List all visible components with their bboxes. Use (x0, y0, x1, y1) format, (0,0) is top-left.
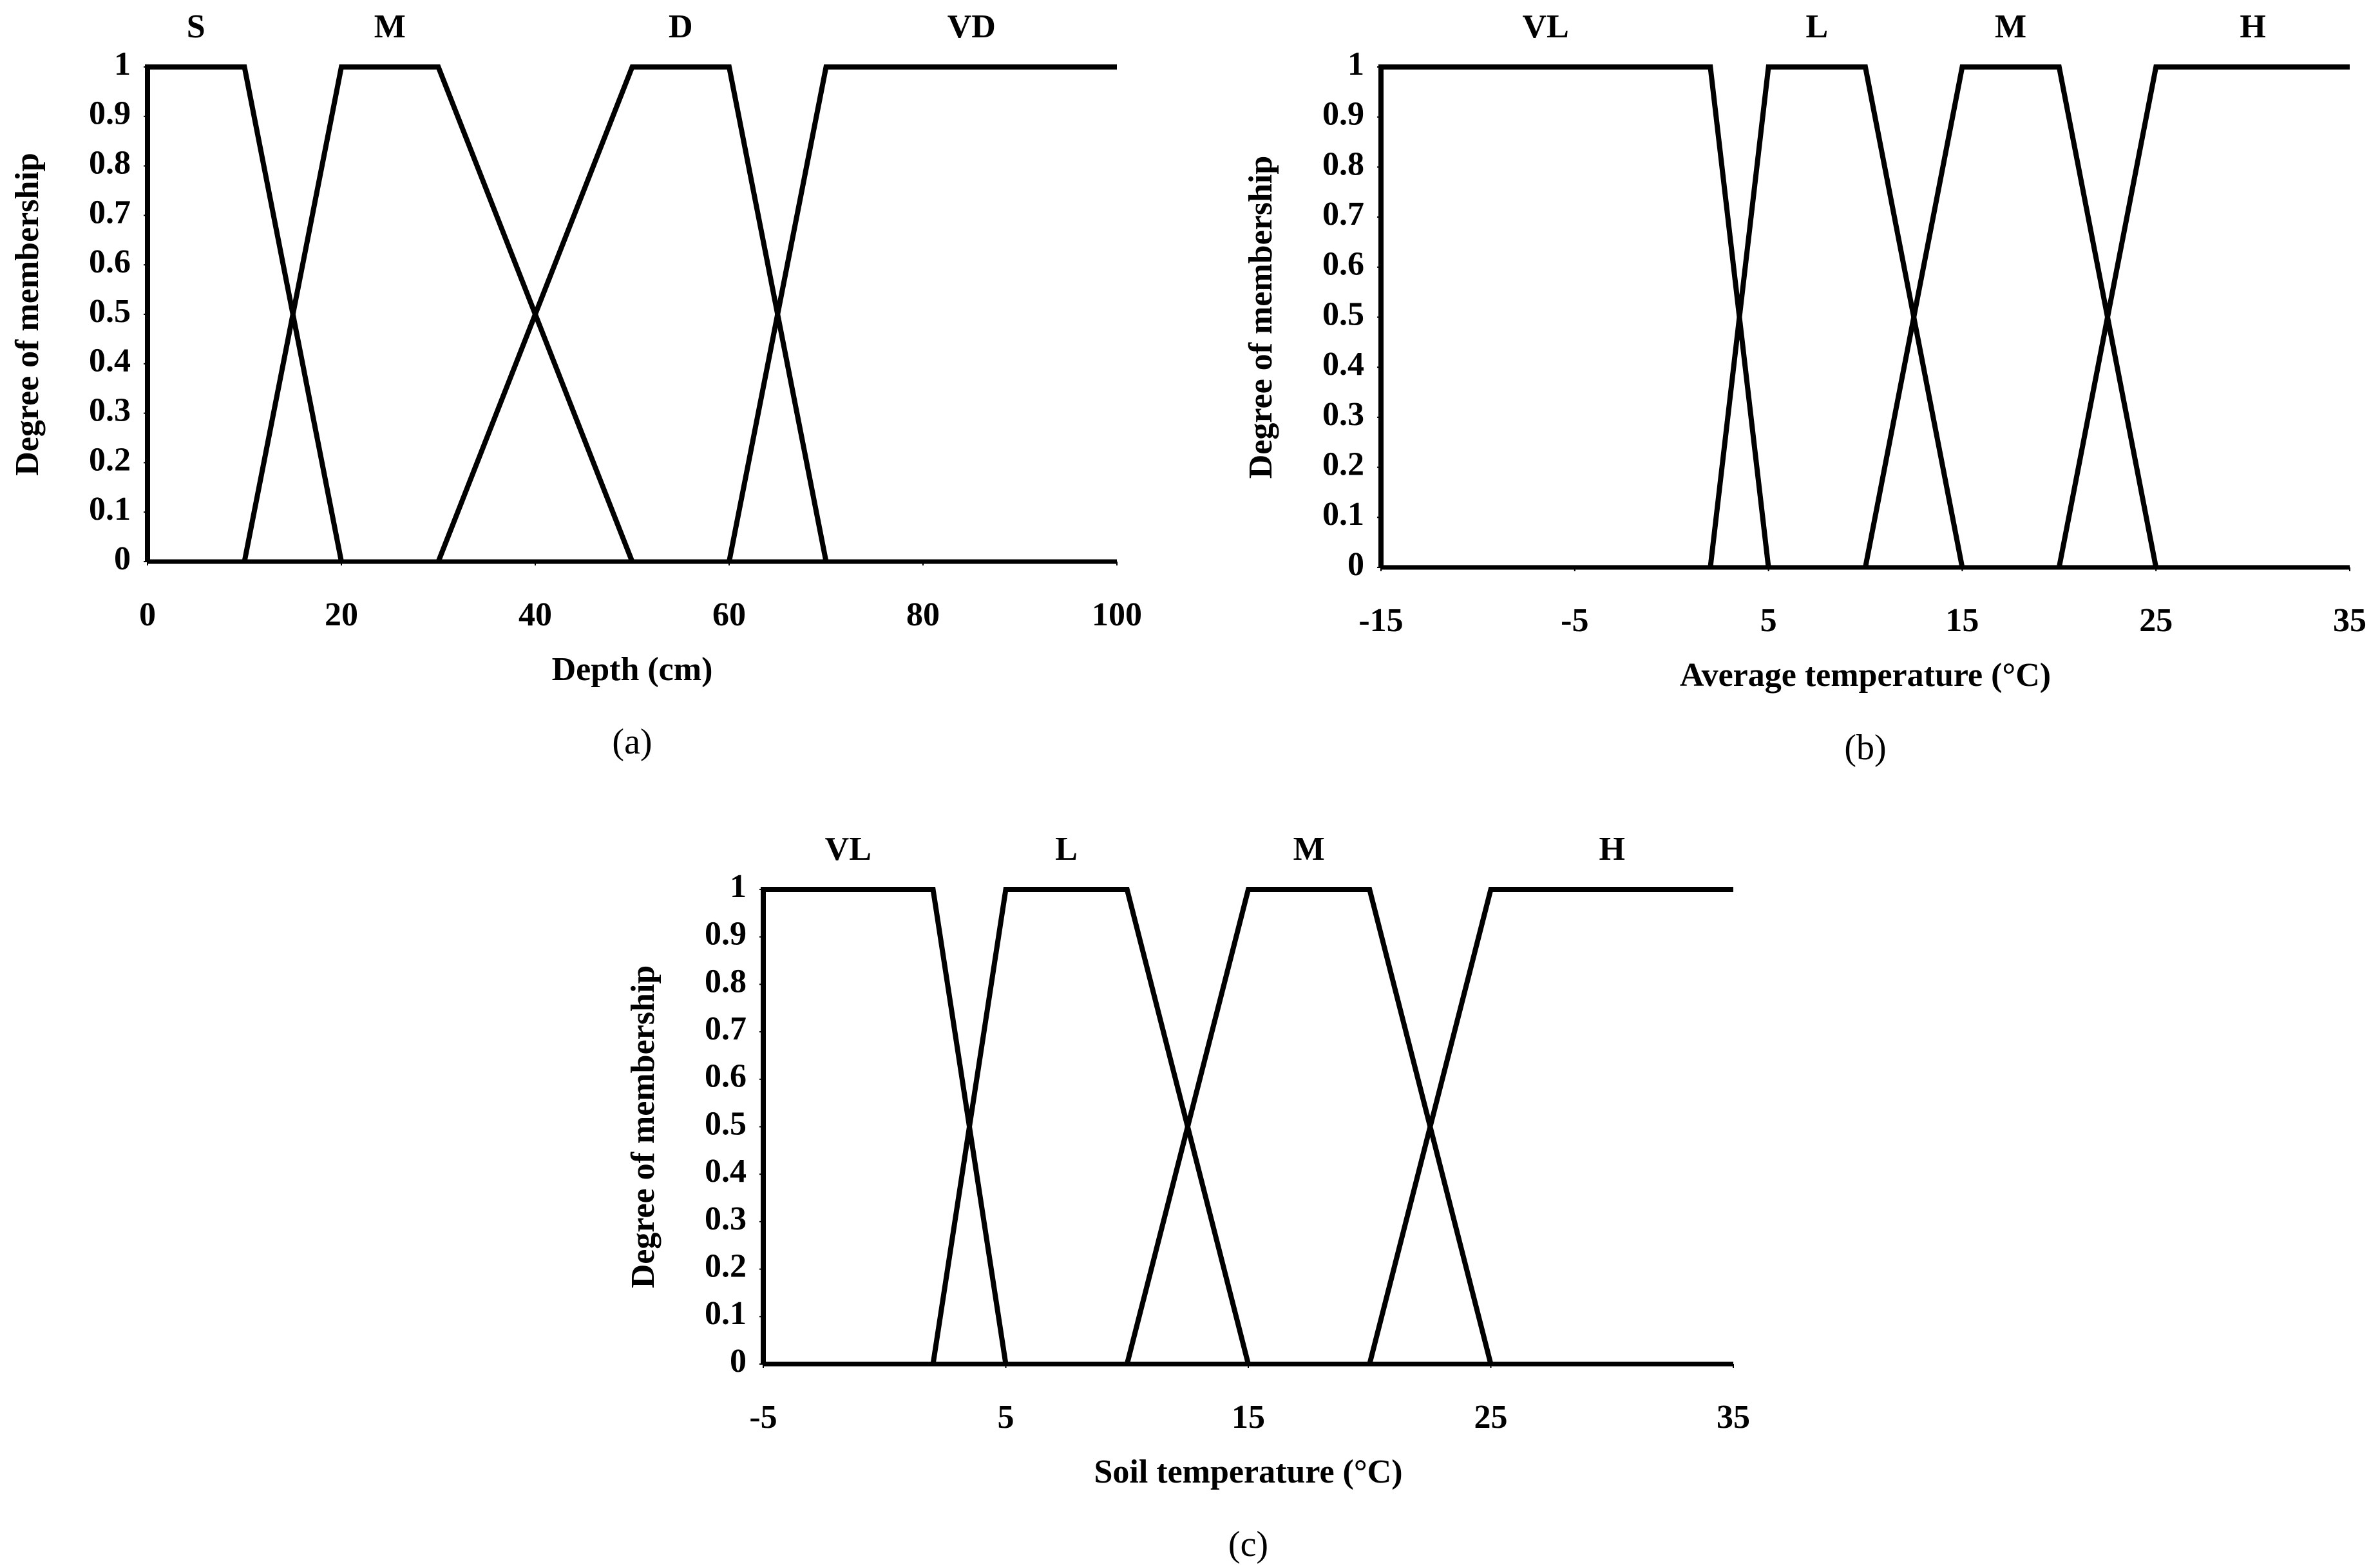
series-label: VL (1523, 8, 1569, 45)
membership-line (2056, 64, 2350, 568)
x-tick-label: 25 (2139, 602, 2173, 639)
series-label: S (187, 8, 205, 45)
x-tick-label: 80 (906, 596, 940, 633)
x-tick-label: 25 (1474, 1399, 1508, 1436)
membership-line (435, 64, 829, 563)
y-tick-label: 0.7 (1322, 196, 1364, 232)
x-tick-label: 60 (712, 596, 746, 633)
series-label: L (1055, 831, 1078, 868)
x-tick-label: 20 (325, 596, 358, 633)
membership-line (1367, 887, 1733, 1365)
membership-line (242, 64, 635, 563)
membership-line (1124, 887, 1494, 1365)
y-tick-label: 0.7 (705, 1010, 747, 1047)
y-tick-label: 0.1 (89, 491, 131, 527)
series-label: D (669, 8, 693, 45)
y-tick-label: 0.4 (1322, 346, 1364, 383)
series-label: VL (825, 831, 871, 868)
y-tick-label: 0.2 (705, 1248, 747, 1285)
membership-line (727, 64, 1117, 562)
series-label: H (1599, 831, 1625, 868)
y-tick-label: 0.3 (89, 392, 131, 429)
series-label: L (1805, 8, 1828, 45)
y-tick-label: 0.5 (705, 1105, 747, 1142)
series-label: M (1293, 831, 1325, 868)
x-tick-label: 15 (1945, 602, 1979, 639)
y-tick-label: 0.7 (89, 194, 131, 231)
membership-line (145, 64, 344, 562)
y-tick-label: 0.9 (705, 916, 747, 953)
series-label: M (1995, 8, 2026, 45)
x-tick-label: 40 (519, 596, 552, 633)
x-tick-label: 5 (998, 1399, 1014, 1436)
x-tick-label: 0 (139, 596, 156, 633)
y-tick-label: 0.8 (705, 963, 747, 1000)
y-axis-label: Degree of membership (9, 153, 46, 476)
y-tick-label: 0 (1347, 546, 1364, 583)
y-tick-label: 0.5 (89, 293, 131, 330)
y-tick-label: 0.2 (1322, 446, 1364, 483)
y-axis-label: Degree of membership (1242, 156, 1279, 479)
x-tick-label: 5 (1760, 602, 1777, 639)
y-tick-label: 0.3 (705, 1200, 747, 1237)
x-tick-label: 35 (2333, 602, 2366, 639)
y-tick-label: 0.9 (1322, 96, 1364, 133)
y-tick-label: 1 (114, 46, 131, 82)
y-tick-label: 0.4 (89, 343, 131, 379)
membership-line (1708, 64, 1965, 568)
x-axis-label: Depth (cm) (552, 651, 713, 688)
y-axis-label: Degree of membership (625, 965, 662, 1289)
x-tick-label: -5 (749, 1399, 777, 1436)
series-label: VD (947, 8, 996, 45)
panel-label: (c) (1228, 1524, 1268, 1564)
x-axis-label: Average temperature (°C) (1680, 657, 2051, 694)
x-tick-label: 35 (1717, 1399, 1750, 1436)
panel-label: (b) (1844, 728, 1886, 768)
y-tick-label: 1 (730, 868, 747, 905)
series-label: H (2240, 8, 2265, 45)
y-tick-label: 0.5 (1322, 296, 1364, 332)
y-tick-label: 0.3 (1322, 396, 1364, 433)
panel-label: (a) (612, 722, 652, 762)
x-tick-label: -15 (1358, 602, 1403, 639)
membership-line (1378, 64, 1771, 568)
series-label: M (374, 8, 406, 45)
x-tick-label: 15 (1232, 1399, 1265, 1436)
y-tick-label: 0 (730, 1343, 747, 1380)
y-tick-label: 0.8 (1322, 146, 1364, 182)
x-tick-label: 100 (1092, 596, 1142, 633)
y-tick-label: 0.6 (1322, 246, 1364, 283)
y-tick-label: 0.1 (1322, 496, 1364, 533)
chart-panel: 0 0.1 0.2 0.3 0.4 0.5 0.6 0.7 0.8 0.9 1 -5 5 15 25 35 VL… (625, 831, 1750, 1564)
chart-panel: 0 0.1 0.2 0.3 0.4 0.5 0.6 0.7 0.8 0.9 1 0 20 40 60 80 10… (9, 8, 1142, 762)
x-tick-label: -5 (1561, 602, 1588, 639)
y-tick-label: 0.9 (89, 95, 131, 132)
y-tick-label: 0.8 (89, 145, 131, 182)
y-tick-label: 1 (1347, 46, 1364, 82)
membership-line (1863, 64, 2159, 568)
membership-line (930, 887, 1251, 1365)
y-tick-label: 0 (114, 540, 131, 577)
y-tick-label: 0.6 (705, 1058, 747, 1095)
y-tick-label: 0.6 (89, 243, 131, 280)
x-axis-label: Soil temperature (°C) (1094, 1454, 1402, 1490)
y-tick-label: 0.2 (89, 441, 131, 478)
y-tick-label: 0.1 (705, 1295, 747, 1332)
chart-panel: 0 0.1 0.2 0.3 0.4 0.5 0.6 0.7 0.8 0.9 1 -15 -5 5 15 25 3… (1242, 8, 2366, 768)
y-tick-label: 0.4 (705, 1153, 747, 1190)
